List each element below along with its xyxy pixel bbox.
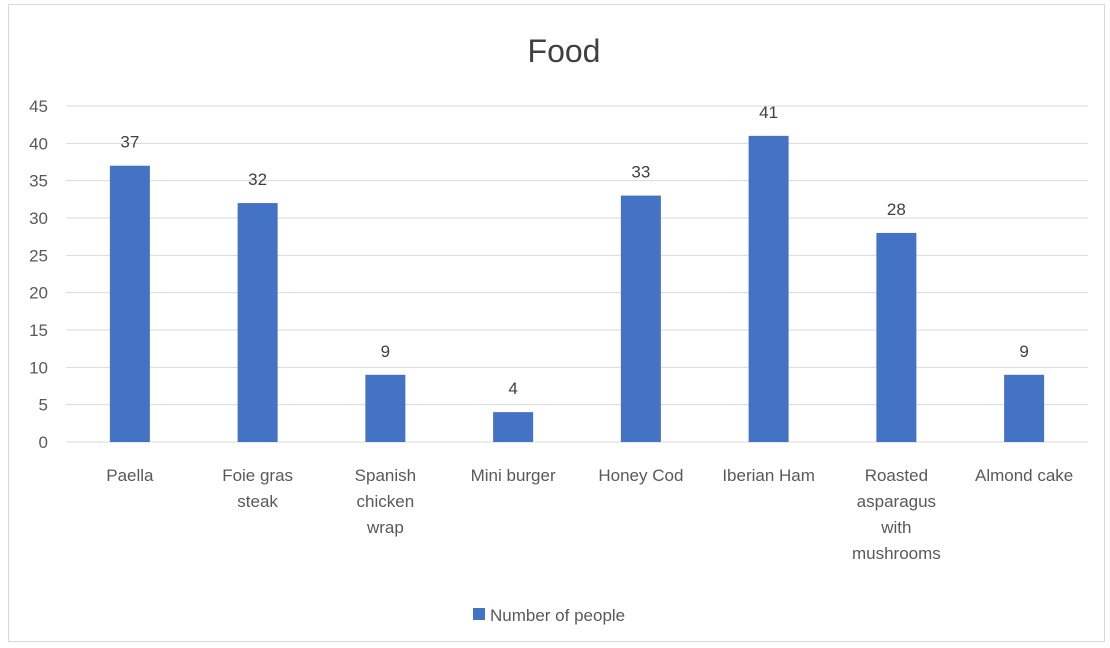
chart-title: Food (528, 33, 601, 69)
x-tick-label: Honey Cod (598, 466, 683, 485)
data-label: 4 (508, 379, 517, 398)
y-tick-label: 15 (29, 321, 48, 340)
data-label: 9 (1019, 342, 1028, 361)
legend: Number of people (473, 606, 625, 625)
bar (493, 412, 534, 442)
x-tick-label-line: steak (237, 492, 278, 511)
bars (109, 135, 1045, 442)
y-tick-label: 45 (29, 97, 48, 116)
y-tick-label: 25 (29, 246, 48, 265)
y-tick-label: 0 (39, 433, 48, 452)
data-label: 9 (381, 342, 390, 361)
gridlines (66, 105, 1088, 443)
x-tick-label-line: chicken (357, 492, 415, 511)
x-tick-label-line: Spanish (355, 466, 416, 485)
bar (365, 374, 406, 442)
bar (109, 165, 150, 442)
x-tick-label-line: with (880, 518, 911, 537)
data-label: 32 (248, 170, 267, 189)
x-tick-label-line: Foie gras (222, 466, 293, 485)
x-tick-label-line: asparagus (857, 492, 936, 511)
y-axis-ticks: 0 5 10 15 20 25 30 35 40 45 (29, 97, 48, 452)
x-tick-label-line: Honey Cod (598, 466, 683, 485)
legend-swatch (473, 608, 485, 620)
x-tick-label-line: Mini burger (471, 466, 556, 485)
y-tick-label: 40 (29, 134, 48, 153)
bar (1004, 374, 1045, 442)
bar (237, 203, 278, 442)
data-label: 28 (887, 200, 906, 219)
x-tick-label: Iberian Ham (722, 466, 815, 485)
y-tick-label: 10 (29, 358, 48, 377)
x-tick-label-line: Roasted (865, 466, 928, 485)
x-tick-label-line: Almond cake (975, 466, 1073, 485)
y-tick-label: 5 (39, 396, 48, 415)
x-axis-ticks: Paella Foie gras steak Spanish chicken wrap Mi… (106, 466, 1073, 563)
data-labels: 37 32 9 4 33 41 28 9 (120, 103, 1028, 398)
x-tick-label-line: wrap (366, 518, 404, 537)
x-tick-label: Roasted asparagus with mushrooms (852, 466, 941, 563)
x-tick-label: Paella (106, 466, 154, 485)
bar (748, 135, 789, 442)
x-tick-label-line: Iberian Ham (722, 466, 815, 485)
data-label: 37 (120, 133, 139, 152)
data-label: 33 (631, 163, 650, 182)
x-tick-label-line: mushrooms (852, 544, 941, 563)
y-tick-label: 30 (29, 209, 48, 228)
x-tick-label: Almond cake (975, 466, 1073, 485)
bar (876, 232, 917, 442)
x-tick-label: Foie gras steak (222, 466, 293, 511)
x-tick-label-line: Paella (106, 466, 154, 485)
y-tick-label: 20 (29, 284, 48, 303)
data-label: 41 (759, 103, 778, 122)
bar (620, 195, 661, 442)
y-tick-label: 35 (29, 172, 48, 191)
x-tick-label: Spanish chicken wrap (355, 466, 416, 537)
x-tick-label: Mini burger (471, 466, 556, 485)
legend-label: Number of people (490, 606, 625, 625)
chart-frame (8, 4, 1105, 642)
